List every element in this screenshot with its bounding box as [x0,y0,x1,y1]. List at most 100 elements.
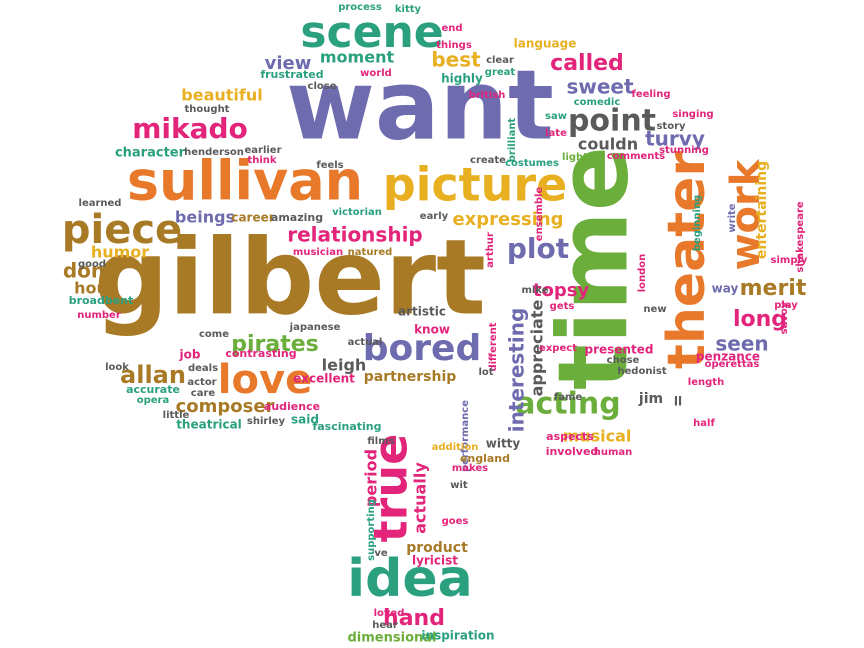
cloud-word: comments [607,151,665,162]
cloud-word: time [537,146,649,390]
cloud-word: presented [585,343,654,357]
cloud-word: japanese [289,322,341,333]
cloud-word: ve [374,548,388,559]
cloud-word: supporting [366,499,377,561]
cloud-word: great [485,67,516,78]
cloud-word: little [163,410,190,421]
cloud-word: human [594,447,633,458]
cloud-word: highly [441,72,483,86]
cloud-word: story [656,121,686,132]
cloud-word: natured [348,247,393,258]
cloud-word: piece [62,207,182,253]
cloud-word: things [436,40,472,51]
cloud-word: musical [563,427,632,446]
cloud-word: actual [348,337,383,348]
cloud-word: idea [347,549,472,609]
cloud-word: partnership [364,369,457,385]
cloud-word: hedonist [617,366,666,377]
cloud-word: broadbent [69,294,134,307]
cloud-word: don [63,259,105,283]
cloud-word: pirates [231,332,319,357]
cloud-word: gilbert [94,216,486,338]
cloud-word: wit [450,480,468,491]
cloud-word: ensemble [534,187,545,242]
cloud-word: singing [672,109,713,120]
cloud-word: british [469,90,506,101]
cloud-word: play [774,300,798,311]
cloud-word: think [247,155,276,166]
cloud-word: early [420,211,449,222]
cloud-word: actually [411,462,430,534]
cloud-word: inspiration [421,629,494,643]
cloud-word: thought [185,104,230,115]
cloud-word: period [362,449,381,507]
cloud-word: excellent [293,372,355,386]
cloud-word: care [191,388,216,399]
cloud-word: close [308,81,337,92]
cloud-word: aspects [546,430,594,443]
cloud-word: learned [79,198,122,209]
cloud-word: feeling [631,89,670,100]
cloud-word: true [364,434,418,543]
cloud-word: turvy [645,127,705,151]
cloud-word: fascinating [312,420,381,433]
cloud-word: called [550,51,624,76]
cloud-word: product [406,540,468,556]
cloud-word: theatrical [176,418,242,432]
cloud-word: different [488,322,499,371]
cloud-word: beginning [692,195,703,251]
cloud-word: length [688,377,724,388]
cloud-word: want [286,49,554,161]
cloud-word: accurate [126,383,180,396]
cloud-word: goes [442,516,469,527]
cloud-word: henderson [184,147,244,158]
cloud-word: beings [175,208,235,227]
cloud-word: entertaining [754,161,770,259]
cloud-word: end [441,23,462,34]
cloud-word: merit [740,276,807,301]
cloud-word: work [723,158,769,270]
cloud-word: number [77,310,121,321]
cloud-word: costumes [505,158,559,169]
cloud-word: artistic [398,305,446,319]
cloud-word: view [265,53,312,74]
cloud-word: saw [545,111,567,122]
cloud-word: picture [383,158,568,212]
cloud-word: stunning [659,145,709,156]
cloud-word: world [360,68,392,79]
cloud-word: write [727,203,738,232]
cloud-word: look [105,362,129,373]
cloud-word: expressing [452,209,563,230]
cloud-word: language [514,37,577,51]
cloud-word: mikado [132,112,248,145]
cloud-word: chose [607,355,640,366]
cloud-word: acting [515,387,620,422]
cloud-word: arthur [485,232,496,268]
cloud-word: fame [554,392,583,403]
cloud-word: allan [120,361,186,389]
cloud-word: penzance [696,350,760,364]
cloud-word: way [712,282,739,296]
cloud-word: opera [137,395,170,406]
cloud-word: clear [486,55,514,66]
cloud-word: actor [187,377,216,388]
cloud-word: moment [320,48,395,67]
cloud-word: audience [264,400,320,413]
cloud-word: humor [91,243,149,262]
cloud-word: makes [452,463,488,474]
cloud-word: films [367,436,394,447]
cloud-word: deals [188,363,218,374]
cloud-word: late [545,128,567,139]
cloud-word: know [414,323,450,337]
cloud-word: expect [539,343,577,354]
cloud-word: create [470,155,506,166]
cloud-word: shirley [247,416,286,427]
cloud-word: composer [176,396,275,417]
cloud-word: gets [550,301,575,312]
cloud-word: good [78,259,106,270]
cloud-word: hour [74,279,116,298]
cloud-word: said [291,413,319,427]
cloud-word: kitty [395,4,422,15]
cloud-word: beautiful [181,86,262,105]
